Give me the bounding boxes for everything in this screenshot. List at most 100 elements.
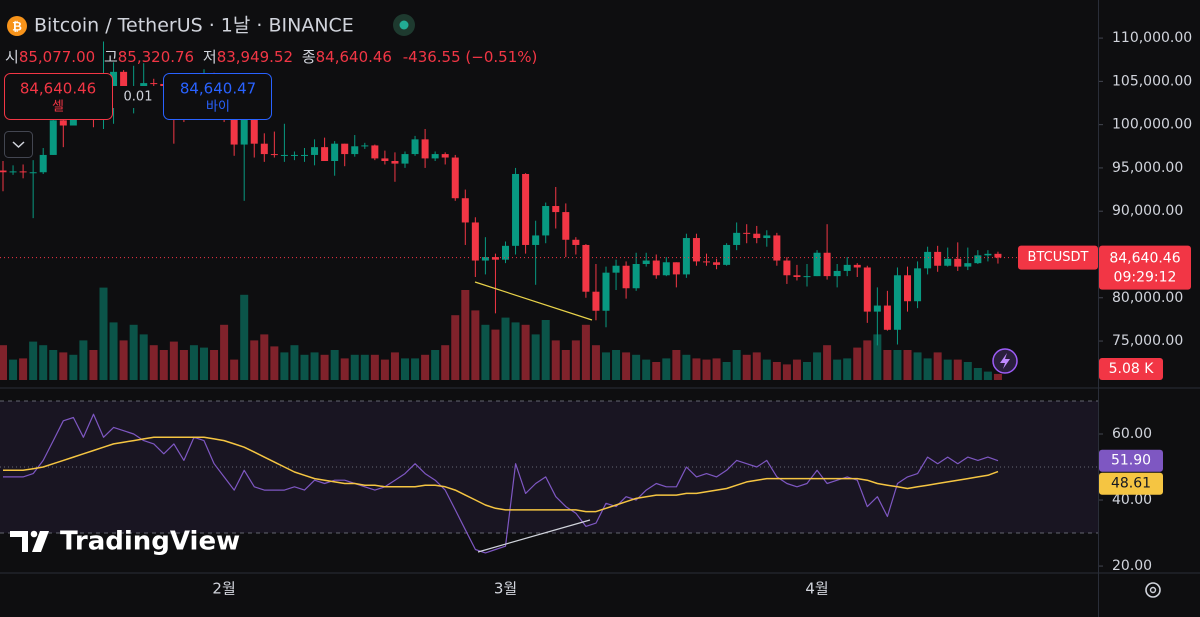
countdown-tag: 09:29:12 xyxy=(1114,270,1177,286)
candle-body xyxy=(602,272,610,311)
volume-tag-box xyxy=(1099,358,1163,380)
x-tick-label: 2월 xyxy=(212,580,235,598)
settings-button[interactable] xyxy=(1145,582,1161,598)
volume-bar xyxy=(622,352,631,380)
volume-bar xyxy=(310,352,319,380)
layer-ui: ₿ Bitcoin / TetherUS · 1날 · BINANCE 시85,… xyxy=(4,14,1161,598)
candle-body xyxy=(994,253,1002,258)
volume-bar xyxy=(119,340,128,380)
volume-bar xyxy=(672,350,681,380)
ohlc-label: 시 xyxy=(5,48,19,66)
volume-bar xyxy=(702,359,711,380)
quantity-box[interactable] xyxy=(113,86,163,108)
candle-body xyxy=(883,305,891,330)
candle-body xyxy=(803,276,811,278)
candle-body xyxy=(914,268,922,302)
candle-body xyxy=(843,264,851,271)
volume-bar xyxy=(59,352,68,380)
volume-bar xyxy=(471,310,480,380)
volume-bar xyxy=(933,352,942,380)
candle-body xyxy=(260,143,268,155)
volume-tag: 5.08 K xyxy=(1109,361,1155,377)
volume-bar xyxy=(963,362,972,380)
volume-bar xyxy=(642,359,651,380)
candle-body xyxy=(682,238,690,275)
candle-body xyxy=(562,212,570,240)
y-tick-label: 90,000.00 xyxy=(1112,203,1183,219)
volume-bar xyxy=(742,354,751,380)
volume-bar xyxy=(129,324,138,380)
candle-body xyxy=(713,262,721,265)
candle-body xyxy=(49,120,57,155)
volume-bar xyxy=(993,373,1002,380)
ohlc-label: 저 xyxy=(203,48,217,66)
volume-bar xyxy=(401,358,409,380)
candle-body xyxy=(632,264,640,289)
ohlc-value: 84,640.46 xyxy=(316,48,392,66)
volume-bar xyxy=(953,359,962,380)
x-tick-label: 3월 xyxy=(494,580,517,598)
candle-body xyxy=(974,255,982,264)
candle-body xyxy=(703,261,710,263)
collapse-button[interactable] xyxy=(4,131,33,158)
last-price-tag: 84,640.46 xyxy=(1109,251,1180,267)
volume-bar xyxy=(99,287,108,380)
alert-button[interactable] xyxy=(992,348,1018,374)
volume-bar xyxy=(159,350,168,380)
volume-bar xyxy=(833,359,842,380)
candle-body xyxy=(391,161,399,164)
volume-bar xyxy=(370,354,379,380)
layer-tags: BTCUSDT 84,640.46 09:29:12 5.08 K 51.90 48.61 xyxy=(1018,245,1191,495)
candle-body xyxy=(250,112,258,144)
candle-body xyxy=(773,235,781,261)
volume-bar xyxy=(551,340,560,380)
gear-icon xyxy=(1149,586,1157,594)
volume-bar xyxy=(451,315,460,380)
candle-body xyxy=(371,145,379,159)
candle-body xyxy=(351,146,359,155)
candle-body xyxy=(421,139,429,159)
volume-bar xyxy=(571,340,580,380)
candle-body xyxy=(893,275,901,330)
logo-text: TradingView xyxy=(60,527,240,557)
volume-bar xyxy=(411,358,420,380)
volume-bar xyxy=(923,358,932,380)
candle-body xyxy=(361,145,369,147)
candle-body xyxy=(401,154,409,164)
candle-body xyxy=(924,251,932,269)
symbol-tag-box xyxy=(1018,245,1098,270)
candle-body xyxy=(19,171,27,173)
ohlc-label: 고 xyxy=(104,48,118,66)
y-tick-label: 105,000.00 xyxy=(1112,73,1192,89)
volume-bar xyxy=(762,359,771,380)
volume-bar xyxy=(511,322,520,380)
candle-body xyxy=(783,260,791,276)
volume-bar xyxy=(421,354,430,380)
candle-body xyxy=(662,262,670,276)
buy-button[interactable]: 84,640.47 바이 xyxy=(163,73,272,120)
candle-body xyxy=(301,154,308,156)
volume-bar xyxy=(903,350,912,380)
candle-body xyxy=(582,244,590,292)
candle-body xyxy=(572,239,580,245)
sell-button[interactable]: 84,640.46 셀 xyxy=(4,73,113,120)
volume-bar xyxy=(752,352,761,380)
candle-body xyxy=(904,275,911,302)
candle-body xyxy=(431,154,439,159)
chevron-icon xyxy=(12,141,25,149)
volume-bar xyxy=(350,354,359,380)
volume-bar xyxy=(280,352,289,380)
trend-line xyxy=(474,281,593,321)
candle-body xyxy=(461,198,469,223)
coin-icon xyxy=(7,16,27,36)
ohlc-value: 85,320.76 xyxy=(118,48,194,66)
volume-bar xyxy=(139,334,148,380)
candle-body xyxy=(150,83,158,85)
candle-body xyxy=(9,171,17,173)
candle-body xyxy=(230,119,238,145)
ohlc-change: -436.55 (−0.51%) xyxy=(403,48,538,66)
candle-body xyxy=(321,147,329,162)
candle-body xyxy=(341,143,349,155)
